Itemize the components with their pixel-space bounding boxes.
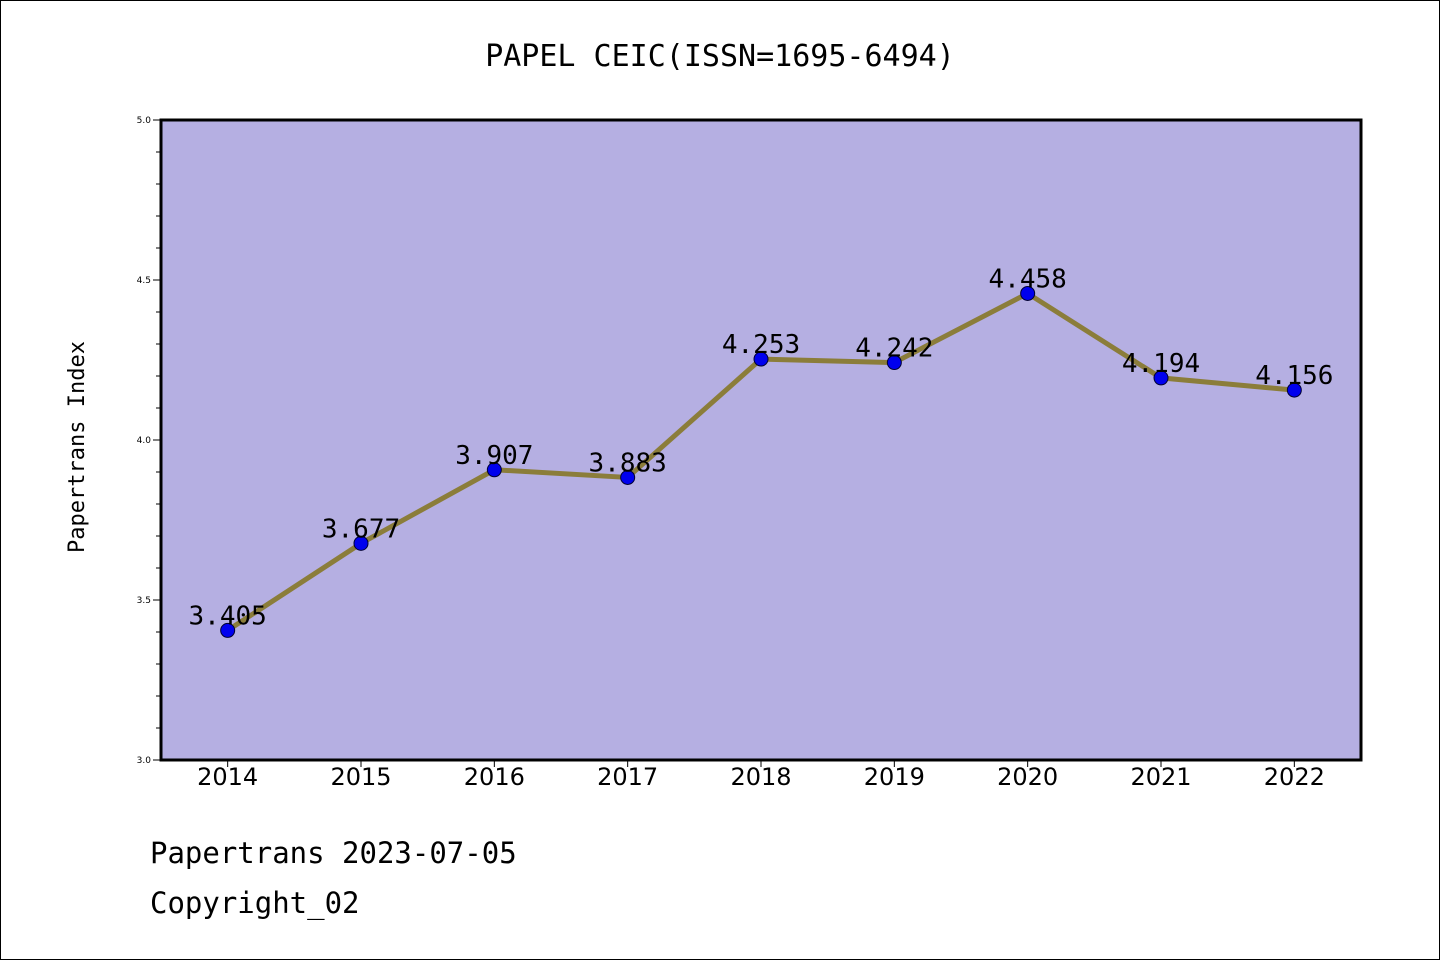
y-tick-label: 4.5 — [137, 276, 151, 286]
x-tick-label: 2014 — [197, 763, 258, 791]
y-tick-label: 4.0 — [137, 436, 152, 446]
x-tick-label: 2018 — [730, 763, 791, 791]
data-markers — [220, 285, 1302, 638]
x-tick-label: 2015 — [330, 763, 391, 791]
y-tick-label: 3.5 — [137, 596, 151, 606]
data-label: 3.677 — [322, 514, 400, 544]
y-tick-label: 3.0 — [137, 756, 152, 766]
chart-title: PAPEL CEIC(ISSN=1695-6494) — [485, 39, 955, 74]
x-tick-label: 2021 — [1130, 763, 1191, 791]
data-label: 3.883 — [589, 448, 667, 478]
x-tick-label: 2016 — [464, 763, 525, 791]
data-labels: 3.405 3.677 3.907 3.883 4.253 4.242 4.458 4.194… — [189, 264, 1334, 631]
y-axis-label: Papertrans Index — [65, 341, 90, 553]
data-point — [1286, 382, 1302, 398]
data-point — [353, 535, 369, 551]
footer-source: Papertrans 2023-07-05 — [150, 836, 517, 870]
plot-area — [159, 118, 1363, 762]
footer-copyright: Copyright_02 — [150, 886, 360, 920]
data-point — [886, 355, 902, 371]
x-tick-label: 2019 — [864, 763, 925, 791]
data-label: 4.156 — [1255, 361, 1333, 391]
data-label: 4.242 — [855, 334, 933, 364]
data-label: 4.458 — [989, 264, 1067, 294]
data-point — [486, 462, 502, 478]
data-point — [753, 351, 769, 367]
data-label: 4.253 — [722, 330, 800, 360]
data-point — [620, 469, 636, 485]
y-tick-label: 5.0 — [137, 116, 152, 126]
x-tick-label: 2017 — [597, 763, 658, 791]
data-label: 3.405 — [189, 601, 267, 631]
y-axis: 3.0 3.5 4.0 4.5 5.0 — [137, 116, 161, 766]
data-label: 3.907 — [455, 441, 533, 471]
data-label: 4.194 — [1122, 349, 1200, 379]
data-point — [220, 622, 236, 638]
x-axis: 2014 2015 2016 2017 2018 2019 2020 2021 2022 — [197, 760, 1325, 791]
x-tick-label: 2022 — [1264, 763, 1325, 791]
x-tick-label: 2020 — [997, 763, 1058, 791]
data-point — [1153, 370, 1169, 386]
data-point — [1020, 285, 1036, 301]
